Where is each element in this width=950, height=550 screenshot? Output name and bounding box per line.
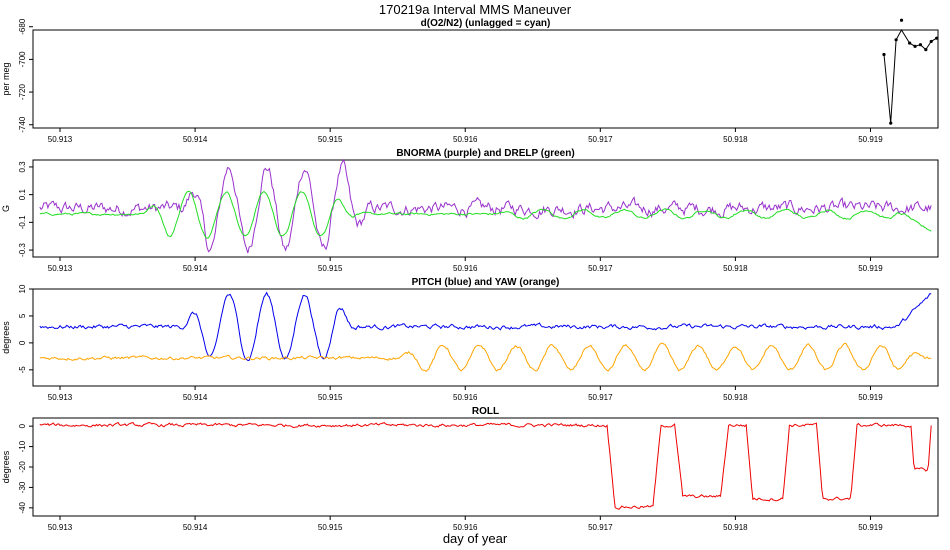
x-tick-label: 50.913 bbox=[48, 523, 73, 532]
panel-1: d(O2/N2) (unlagged = cyan) per meg 50.913 5… bbox=[1, 18, 939, 144]
panel-title: PITCH (blue) and YAW (orange) bbox=[412, 277, 560, 288]
x-tick-label: 50.919 bbox=[858, 135, 883, 144]
panel-2: BNORMA (purple) and DRELP (green) G 50.913… bbox=[1, 148, 939, 273]
x-tick-label: 50.919 bbox=[858, 393, 883, 402]
y-tick-label: -30 bbox=[18, 481, 27, 493]
plot-frame bbox=[32, 417, 939, 517]
x-tick-label: 50.918 bbox=[723, 393, 748, 402]
series-line-drelp bbox=[39, 190, 932, 239]
panel-3: PITCH (blue) and YAW (orange) degrees 50.9… bbox=[1, 277, 939, 402]
panels: d(O2/N2) (unlagged = cyan) per meg 50.913 5… bbox=[1, 18, 939, 532]
y-tick-label: -10 bbox=[18, 440, 27, 452]
y-tick-label: 0.1 bbox=[18, 189, 27, 201]
y-tick-label: -0.1 bbox=[18, 215, 27, 229]
x-tick-label: 50.914 bbox=[183, 264, 208, 273]
data-point bbox=[908, 41, 912, 45]
y-tick-label: -720 bbox=[18, 84, 27, 101]
series-line-d-o2-n2- bbox=[883, 29, 937, 124]
x-tick-label: 50.914 bbox=[183, 135, 208, 144]
x-tick-label: 50.918 bbox=[723, 135, 748, 144]
x-tick-label: 50.919 bbox=[858, 523, 883, 532]
y-tick-label: -5 bbox=[18, 366, 27, 374]
plot-frame bbox=[32, 159, 939, 258]
y-tick-label: 10 bbox=[18, 284, 27, 293]
data-point bbox=[889, 121, 893, 125]
x-tick-label: 50.918 bbox=[723, 264, 748, 273]
series-line-yaw bbox=[39, 342, 932, 373]
x-tick-label: 50.915 bbox=[318, 523, 343, 532]
x-tick-label: 50.915 bbox=[318, 264, 343, 273]
y-axis-label: G bbox=[1, 205, 11, 212]
x-tick-label: 50.914 bbox=[183, 393, 208, 402]
panel-title: d(O2/N2) (unlagged = cyan) bbox=[421, 18, 551, 29]
x-tick-label: 50.919 bbox=[858, 264, 883, 273]
data-point bbox=[924, 48, 928, 52]
y-tick-label: -0.3 bbox=[18, 243, 27, 257]
panel-4: ROLL degrees 50.913 50.914 50.915 50.916 50.91… bbox=[1, 406, 939, 532]
y-tick-label: 0.3 bbox=[18, 161, 27, 173]
series-line-roll bbox=[39, 421, 932, 510]
plot-frame bbox=[32, 288, 939, 387]
y-tick-label: -740 bbox=[18, 116, 27, 133]
y-tick-label: 5 bbox=[18, 313, 27, 318]
x-tick-label: 50.913 bbox=[48, 135, 73, 144]
data-point bbox=[913, 44, 917, 48]
x-tick-label: 50.916 bbox=[453, 135, 478, 144]
data-point bbox=[882, 52, 886, 57]
x-tick-label: 50.917 bbox=[588, 264, 613, 273]
data-point bbox=[918, 43, 923, 47]
data-point bbox=[935, 36, 939, 40]
series-line-pitch bbox=[39, 291, 932, 362]
y-tick-label: -40 bbox=[18, 502, 27, 514]
x-tick-label: 50.916 bbox=[453, 264, 478, 273]
y-axis-label: degrees bbox=[1, 450, 11, 483]
y-axis-label: degrees bbox=[1, 321, 11, 354]
x-tick-label: 50.917 bbox=[588, 523, 613, 532]
x-tick-label: 50.917 bbox=[588, 135, 613, 144]
x-tick-label: 50.915 bbox=[318, 393, 343, 402]
y-tick-label: -680 bbox=[18, 18, 27, 35]
y-axis-label: per meg bbox=[1, 62, 11, 95]
plot-frame bbox=[32, 29, 939, 129]
series-line-bnorma bbox=[39, 158, 932, 254]
x-tick-label: 50.916 bbox=[453, 523, 478, 532]
data-point bbox=[929, 39, 933, 44]
x-tick-label: 50.918 bbox=[723, 523, 748, 532]
y-tick-label: 0 bbox=[18, 340, 27, 345]
panel-title: BNORMA (purple) and DRELP (green) bbox=[396, 148, 574, 159]
figure-title: 170219a Interval MMS Maneuver bbox=[379, 2, 572, 17]
y-tick-label: -20 bbox=[18, 461, 27, 473]
x-tick-label: 50.917 bbox=[588, 393, 613, 402]
x-tick-label: 50.915 bbox=[318, 135, 343, 144]
x-tick-label: 50.914 bbox=[183, 523, 208, 532]
y-tick-label: 0 bbox=[18, 423, 27, 428]
x-axis-label: day of year bbox=[443, 531, 508, 546]
x-tick-label: 50.913 bbox=[48, 393, 73, 402]
x-tick-label: 50.916 bbox=[453, 393, 478, 402]
x-tick-label: 50.913 bbox=[48, 264, 73, 273]
panel-title: ROLL bbox=[472, 406, 499, 417]
data-point bbox=[894, 38, 898, 42]
y-tick-label: -700 bbox=[18, 51, 27, 68]
data-point bbox=[899, 18, 904, 22]
